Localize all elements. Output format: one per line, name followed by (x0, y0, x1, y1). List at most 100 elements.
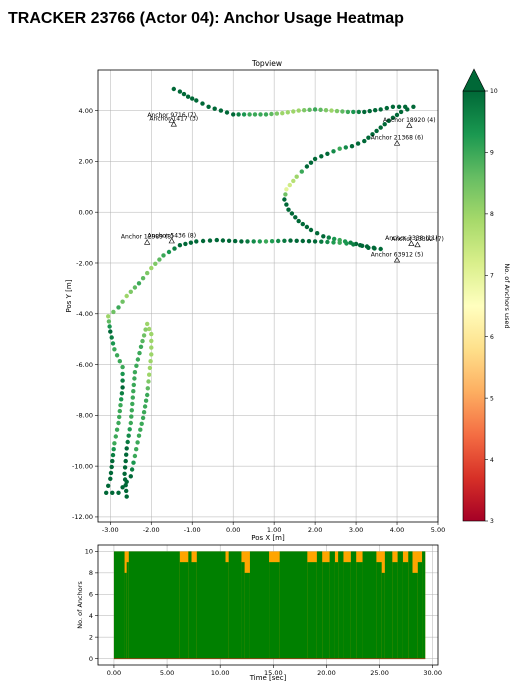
topview-point (125, 439, 130, 445)
topview-point (364, 244, 370, 249)
topview-point (220, 238, 226, 243)
topview-point (110, 452, 116, 458)
topview-point (307, 107, 312, 113)
topview-point (145, 270, 150, 276)
timeline-bar (422, 551, 426, 659)
topview-point (116, 420, 121, 426)
topview-point (118, 403, 123, 408)
colorbar-extend-arrow (462, 68, 486, 92)
topview-ytick-label: 2.00 (79, 158, 93, 166)
topview-point (119, 397, 124, 402)
topview-ytick-label: -10.00 (72, 462, 93, 470)
topview-point (331, 240, 336, 245)
topview-point (318, 107, 323, 113)
topview-point (200, 101, 205, 106)
topview-point (120, 385, 125, 390)
topview-point (245, 239, 250, 244)
colorbar-tick-label: 3 (490, 518, 494, 525)
topview-point (140, 415, 146, 421)
anchor-label: Anchor 63912 (5) (371, 251, 424, 258)
topview-point (390, 104, 396, 110)
topview-point (104, 490, 109, 495)
topview-point (351, 242, 356, 247)
timeline-bar (316, 551, 323, 659)
colorbar-tick-label: 6 (490, 334, 494, 341)
topview-point (122, 471, 127, 476)
colorbar-tick-label: 8 (490, 211, 494, 218)
topview-point (233, 238, 238, 244)
topview-point (128, 420, 133, 426)
topview-point (405, 107, 410, 112)
topview-point (247, 112, 252, 117)
topview-point (190, 96, 195, 101)
topview-point (122, 477, 128, 482)
topview-xtick-label: 0.00 (226, 526, 240, 534)
topview-point (149, 352, 154, 357)
topview-point (194, 239, 199, 244)
anchor-label: Anchor 13392 (7) (391, 236, 444, 243)
topview-point (109, 335, 114, 340)
topview-point (143, 327, 148, 332)
topview-point (287, 182, 292, 188)
topview-point (120, 364, 125, 370)
topview-point (321, 234, 326, 239)
timeline-bar (384, 551, 393, 659)
topview-point (300, 238, 305, 244)
topview-point (356, 109, 361, 115)
topview-point (231, 112, 236, 117)
topview-point (296, 108, 301, 113)
topview-point (308, 227, 314, 233)
topview-xtick-label: -2.00 (143, 526, 160, 534)
topview-point (300, 221, 305, 227)
topview-point (134, 447, 139, 452)
anchor-label: Anchor 5436 (8) (147, 232, 196, 239)
topview-point (138, 344, 144, 349)
topview-point (117, 408, 123, 414)
topview-point (141, 410, 147, 415)
colorbar-ticks: 3 4 5 6 7 8 9 10 (485, 88, 498, 525)
timeline-bar (350, 551, 357, 659)
anchor-label: Anchor 9716 (7) (147, 112, 196, 119)
topview-point (283, 192, 288, 197)
timeline-bar (249, 551, 270, 659)
timeline-ticks: 0.00 5.00 10.00 15.00 20.00 25.00 30.00 0 2 4 6 8 10 (85, 548, 442, 677)
topview-point (185, 94, 191, 99)
topview-point (148, 359, 153, 364)
topview-point (269, 239, 275, 244)
anchor-marker-icon (144, 239, 151, 245)
anchor-label: Anchor 21368 (6) (371, 135, 424, 142)
timeline-frame (97, 544, 439, 666)
timeline-xtick-label: 10.00 (211, 669, 230, 677)
topview-point (138, 427, 143, 432)
topview-xtick-label: 3.00 (349, 526, 363, 534)
topview-point (149, 345, 154, 350)
topview-xtick-label: 5.00 (431, 526, 445, 534)
topview-point (411, 104, 416, 110)
topview-point (108, 470, 114, 476)
topview-point (236, 112, 241, 117)
colorbar-gradient (462, 90, 486, 522)
anchor-marker-icon (393, 256, 401, 263)
topview-point (123, 458, 128, 464)
timeline-xtick-label: 20.00 (317, 669, 336, 677)
topview-point (337, 146, 342, 151)
topview-point (124, 446, 129, 451)
timeline-xtick-label: 30.00 (423, 669, 442, 677)
topview-ytick-label: -6.00 (76, 361, 93, 369)
anchor-label: Anchor 18920 (4) (383, 117, 436, 124)
topview-point (132, 453, 138, 459)
timeline-bar (126, 562, 129, 659)
topview-point (124, 488, 129, 494)
topview-point (147, 365, 153, 371)
topview-point (132, 285, 138, 290)
timeline-bar (188, 551, 192, 659)
topview-point (109, 464, 114, 470)
topview-point (128, 474, 133, 479)
timeline-ytick-label: 10 (85, 548, 93, 556)
timeline-xtick-label: 15.00 (264, 669, 283, 677)
topview-point (114, 427, 120, 432)
topview-frame (97, 69, 439, 523)
anchor-marker-icon (168, 237, 175, 244)
timeline-bar (376, 562, 382, 659)
